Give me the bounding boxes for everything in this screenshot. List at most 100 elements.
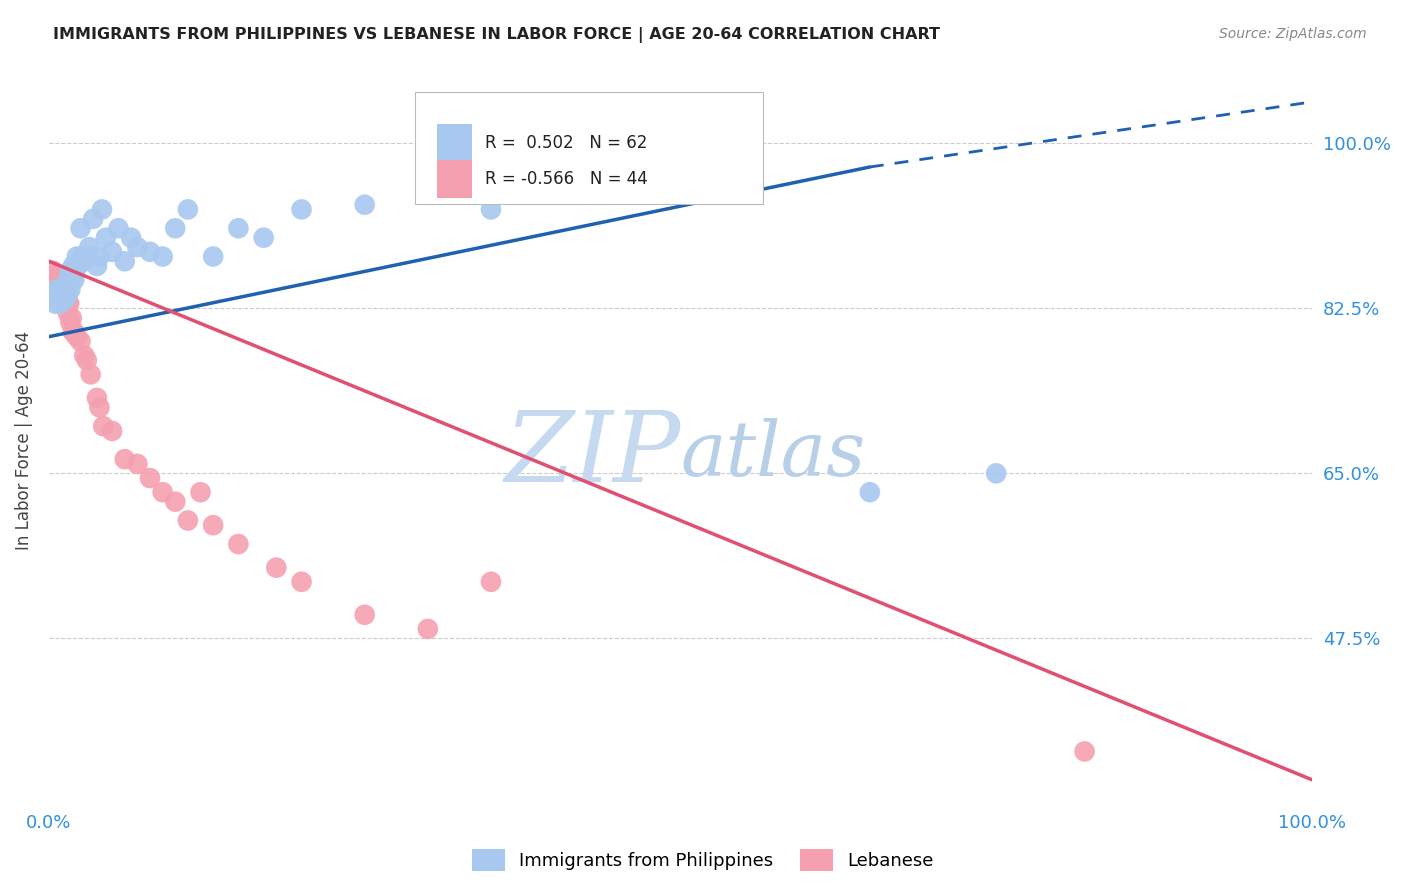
Point [62, 325, 84, 339]
Point [253, 230, 276, 244]
Point [76, 250, 98, 264]
Point [76, 353, 98, 368]
Point [49, 292, 72, 306]
Point [73, 254, 96, 268]
Text: IMMIGRANTS FROM PHILIPPINES VS LEBANESE IN LABOR FORCE | AGE 20-64 CORRELATION C: IMMIGRANTS FROM PHILIPPINES VS LEBANESE … [53, 27, 941, 43]
Point [79, 240, 101, 254]
Point [55, 287, 77, 301]
Point [42, 287, 65, 301]
Point [49, 273, 72, 287]
Point [59, 316, 82, 330]
Point [42, 268, 65, 283]
Point [46, 277, 69, 292]
Point [63, 325, 86, 339]
Point [416, 184, 439, 198]
Point [56, 273, 79, 287]
Point [479, 202, 502, 217]
Point [42, 263, 65, 277]
Point [45, 268, 67, 283]
Text: R =  0.502   N = 62: R = 0.502 N = 62 [485, 134, 647, 152]
Point [62, 259, 84, 273]
Text: atlas: atlas [681, 417, 866, 491]
Point [127, 240, 149, 254]
Point [228, 221, 250, 235]
Point [70, 250, 93, 264]
Point [58, 268, 80, 283]
Point [46, 287, 69, 301]
FancyBboxPatch shape [437, 161, 472, 198]
Point [66, 329, 89, 343]
Point [139, 471, 162, 485]
Point [82, 211, 104, 226]
Point [69, 334, 91, 349]
Point [60, 310, 83, 325]
Point [69, 221, 91, 235]
Point [56, 287, 79, 301]
Point [56, 296, 79, 310]
Point [177, 202, 200, 217]
Point [48, 292, 70, 306]
Point [190, 485, 212, 500]
Point [1073, 744, 1095, 758]
Point [53, 283, 76, 297]
Point [42, 292, 65, 306]
Point [46, 287, 69, 301]
Point [73, 349, 96, 363]
Point [63, 268, 86, 283]
Point [55, 292, 77, 306]
Point [66, 250, 89, 264]
Point [58, 296, 80, 310]
Point [45, 283, 67, 297]
Point [114, 452, 136, 467]
Point [51, 287, 73, 301]
Point [52, 283, 75, 297]
Point [266, 560, 288, 574]
Point [51, 287, 73, 301]
Y-axis label: In Labor Force | Age 20-64: In Labor Force | Age 20-64 [15, 331, 32, 550]
FancyBboxPatch shape [415, 92, 762, 204]
Point [177, 514, 200, 528]
Point [59, 283, 82, 297]
Point [79, 368, 101, 382]
Point [58, 273, 80, 287]
Point [44, 296, 66, 310]
Point [107, 221, 129, 235]
Point [165, 494, 187, 508]
Point [66, 259, 89, 273]
Point [290, 574, 312, 589]
Point [120, 230, 142, 244]
Point [89, 401, 111, 415]
Point [669, 164, 692, 178]
Text: ZIP: ZIP [505, 408, 681, 502]
Point [55, 287, 77, 301]
Point [51, 283, 73, 297]
Point [49, 296, 72, 310]
Point [94, 230, 117, 244]
Point [52, 287, 75, 301]
Point [55, 287, 77, 301]
Point [479, 574, 502, 589]
Point [53, 287, 76, 301]
Point [59, 263, 82, 277]
Point [48, 283, 70, 297]
Point [290, 202, 312, 217]
Legend: Immigrants from Philippines, Lebanese: Immigrants from Philippines, Lebanese [465, 842, 941, 879]
Point [48, 283, 70, 297]
Point [114, 254, 136, 268]
Point [86, 259, 108, 273]
Point [101, 424, 124, 438]
Point [139, 244, 162, 259]
Point [202, 518, 225, 533]
Text: Source: ZipAtlas.com: Source: ZipAtlas.com [1219, 27, 1367, 41]
Point [543, 184, 565, 198]
Point [89, 250, 111, 264]
Point [53, 287, 76, 301]
Point [986, 467, 1008, 481]
Point [127, 457, 149, 471]
Point [86, 391, 108, 405]
Point [55, 292, 77, 306]
Point [353, 197, 375, 211]
FancyBboxPatch shape [437, 124, 472, 161]
Point [91, 419, 114, 434]
Point [44, 273, 66, 287]
